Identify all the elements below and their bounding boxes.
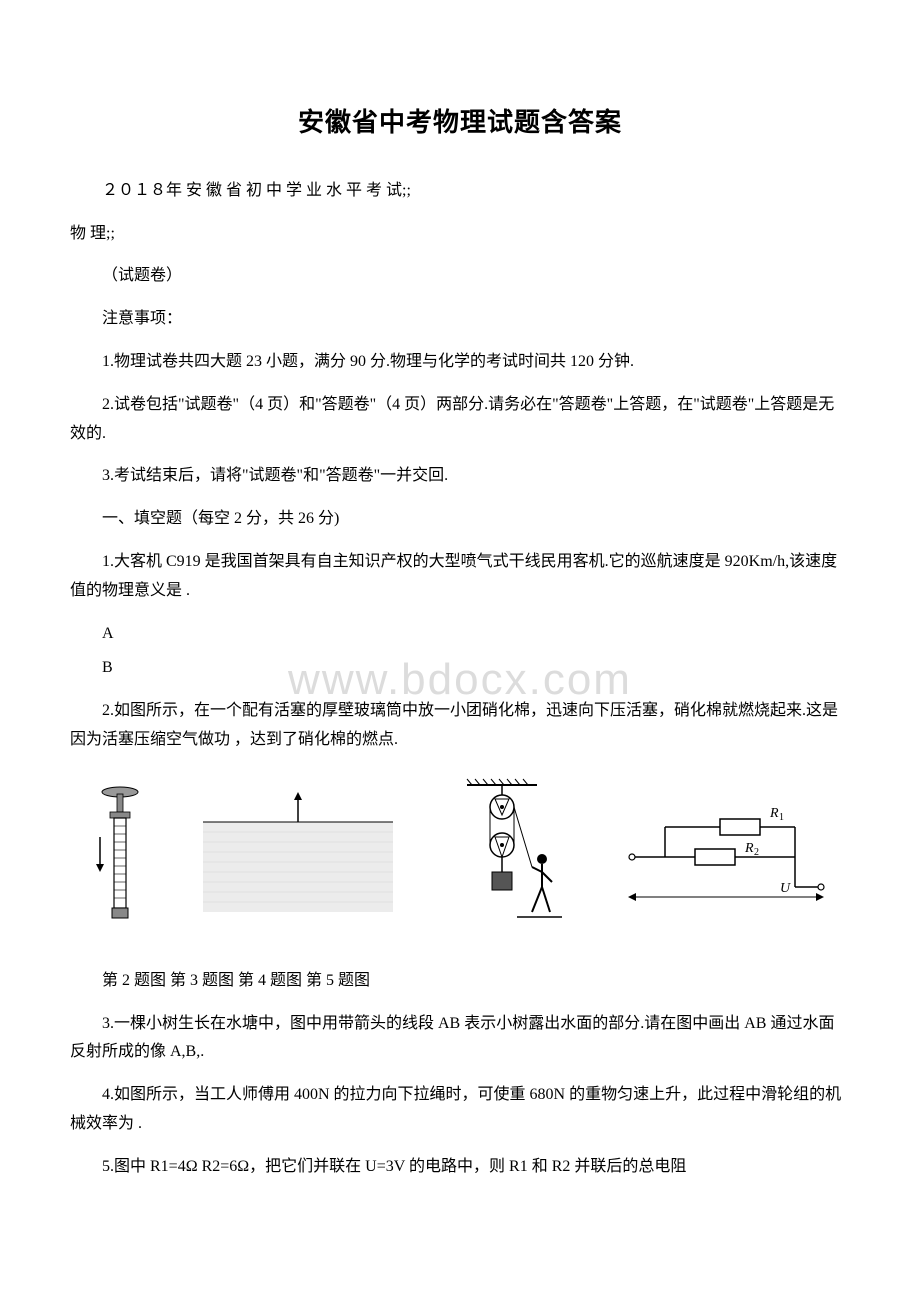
figures-row: R 1 R 2 U xyxy=(70,777,850,937)
figure-2-piston xyxy=(90,782,150,932)
question-5: 5.图中 R1=4Ω R2=6Ω，把它们并联在 U=3V 的电路中，则 R1 和… xyxy=(70,1153,850,1182)
question-1-option-a: A xyxy=(70,620,850,649)
figure-5-circuit: R 1 R 2 U xyxy=(620,797,830,917)
r1-sub: 1 xyxy=(779,812,784,823)
question-2: 2.如图所示，在一个配有活塞的厚壁玻璃筒中放一小团硝化棉，迅速向下压活塞，硝化棉… xyxy=(70,697,850,755)
paper-label: （试题卷） xyxy=(70,262,850,291)
document-content: 安徽省中考物理试题含答案 ２０１８年 安 徽 省 初 中 学 业 水 平 考 试… xyxy=(70,100,850,1182)
question-1: 1.大客机 C919 是我国首架具有自主知识产权的大型喷气式干线民用客机.它的巡… xyxy=(70,548,850,606)
subject-line: 物 理;; xyxy=(70,220,850,249)
figure-3-water-surface xyxy=(203,792,393,922)
document-title: 安徽省中考物理试题含答案 xyxy=(70,100,850,147)
u-label: U xyxy=(780,881,791,896)
r1-label: R xyxy=(769,806,779,821)
question-1-option-b: B xyxy=(70,654,850,683)
r2-sub: 2 xyxy=(754,847,759,858)
figures-caption: 第 2 题图 第 3 题图 第 4 题图 第 5 题图 xyxy=(70,967,850,996)
section-1-header: 一、填空题（每空 2 分，共 26 分) xyxy=(70,505,850,534)
header-line: ２０１８年 安 徽 省 初 中 学 业 水 平 考 试;; xyxy=(70,177,850,206)
notice-2: 2.试卷包括"试题卷"（4 页）和"答题卷"（4 页）两部分.请务必在"答题卷"… xyxy=(70,391,850,449)
notice-header: 注意事项： xyxy=(70,305,850,334)
r2-label: R xyxy=(744,841,754,856)
notice-3: 3.考试结束后，请将"试题卷"和"答题卷"一并交回. xyxy=(70,462,850,491)
notice-1: 1.物理试卷共四大题 23 小题，满分 90 分.物理与化学的考试时间共 120… xyxy=(70,348,850,377)
question-3: 3.一棵小树生长在水塘中，图中用带箭头的线段 AB 表示小树露出水面的部分.请在… xyxy=(70,1010,850,1068)
figure-4-pulley xyxy=(447,777,567,937)
question-4: 4.如图所示，当工人师傅用 400N 的拉力向下拉绳时，可使重 680N 的重物… xyxy=(70,1081,850,1139)
